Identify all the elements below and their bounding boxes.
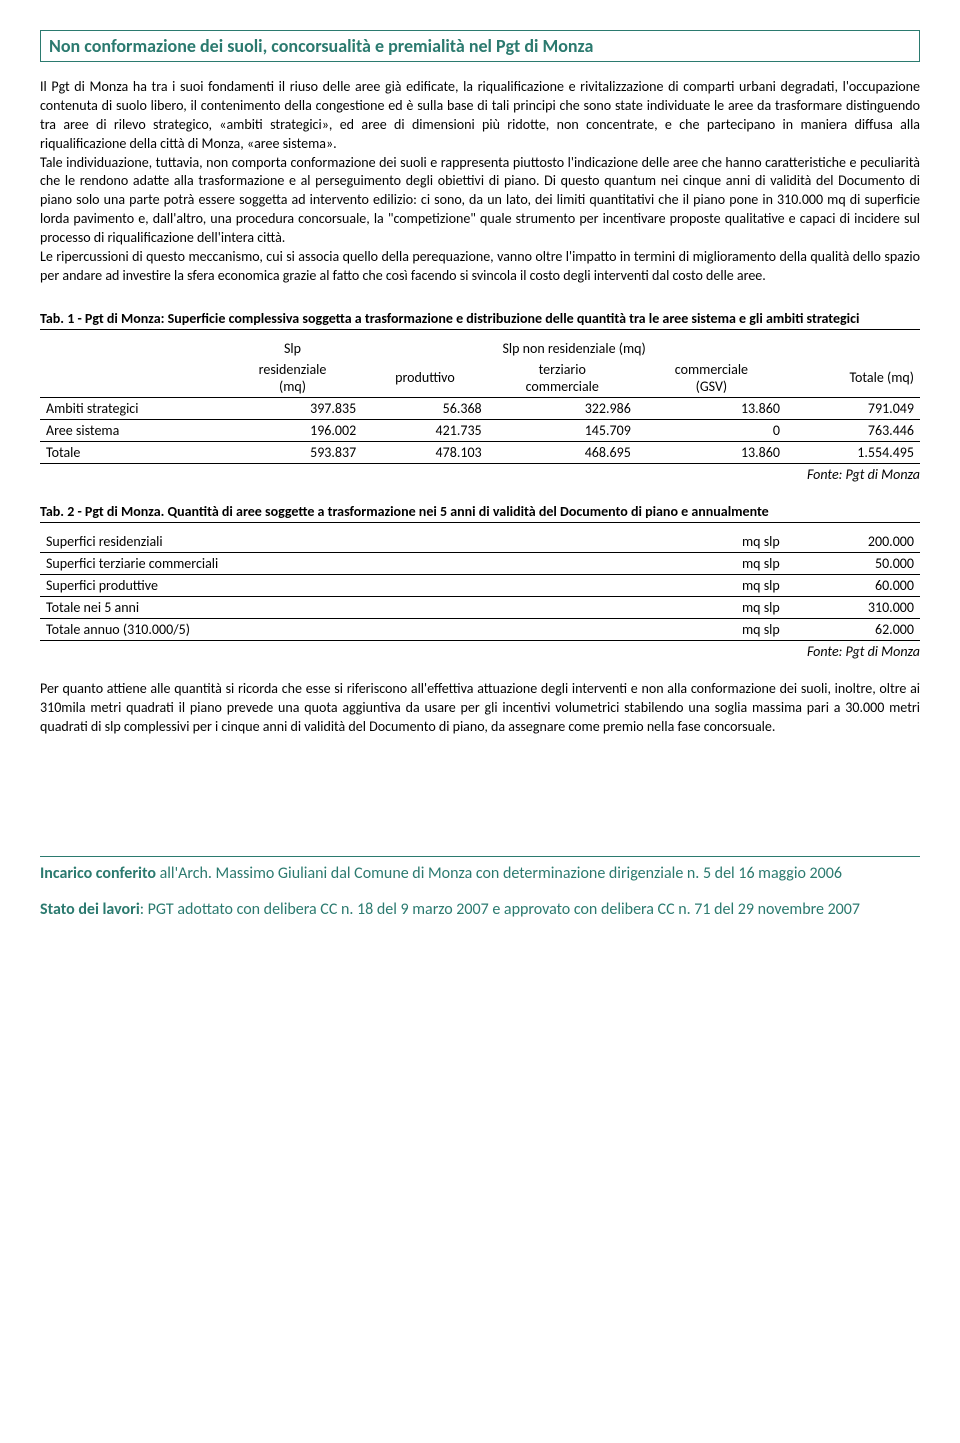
t1-r0-c5: 791.049	[786, 397, 920, 419]
table1-caption: Tab. 1 - Pgt di Monza: Superficie comple…	[40, 310, 920, 330]
t2-r1-label: Superfici terziarie commerciali	[40, 552, 736, 574]
t2-r4-label: Totale annuo (310.000/5)	[40, 618, 736, 640]
table-row: Totale annuo (310.000/5) mq slp 62.000	[40, 618, 920, 640]
body-text: Il Pgt di Monza ha tra i suoi fondamenti…	[40, 78, 920, 286]
t2-r4-val: 62.000	[818, 618, 920, 640]
table2-caption: Tab. 2 - Pgt di Monza. Quantità di aree …	[40, 503, 920, 523]
t1-r1-label: Aree sistema	[40, 419, 223, 441]
body-text-2: Per quanto attiene alle quantità si rico…	[40, 680, 920, 737]
t2-r3-unit: mq slp	[736, 596, 818, 618]
incarico-label: Incarico conferito	[40, 864, 156, 883]
t2-r2-unit: mq slp	[736, 574, 818, 596]
table-2: Superfici residenziali mq slp 200.000 Su…	[40, 531, 920, 641]
t1-r1-c1: 196.002	[223, 419, 362, 441]
t1-r2-label: Totale	[40, 441, 223, 463]
t1-r0-label: Ambiti strategici	[40, 397, 223, 419]
t1-r2-c4: 13.860	[637, 441, 786, 463]
t1-h-nonres: Slp non residenziale (mq)	[362, 338, 786, 359]
t2-r0-val: 200.000	[818, 531, 920, 553]
footer-stato: Stato dei lavori: PGT adottato con delib…	[40, 899, 920, 921]
page-title: Non conformazione dei suoli, concorsuali…	[49, 35, 911, 57]
table-1: Slp Slp non residenziale (mq) residenzia…	[40, 338, 920, 464]
table-row: Totale 593.837 478.103 468.695 13.860 1.…	[40, 441, 920, 463]
t1-r2-c1: 593.837	[223, 441, 362, 463]
footer-incarico: Incarico conferito all'Arch. Massimo Giu…	[40, 863, 920, 885]
table-row: Superfici terziarie commerciali mq slp 5…	[40, 552, 920, 574]
t2-r3-label: Totale nei 5 anni	[40, 596, 736, 618]
paragraph-1: Il Pgt di Monza ha tra i suoi fondamenti…	[40, 78, 920, 152]
t1-r1-c5: 763.446	[786, 419, 920, 441]
table-row: Superfici residenziali mq slp 200.000	[40, 531, 920, 553]
t2-r2-val: 60.000	[818, 574, 920, 596]
t2-r0-unit: mq slp	[736, 531, 818, 553]
t1-r2-c5: 1.554.495	[786, 441, 920, 463]
t1-r0-c2: 56.368	[362, 397, 487, 419]
paragraph-2: Tale individuazione, tuttavia, non compo…	[40, 154, 920, 247]
t1-h-tot: Totale (mq)	[786, 359, 920, 398]
t2-r0-label: Superfici residenziali	[40, 531, 736, 553]
table-row: Superfici produttive mq slp 60.000	[40, 574, 920, 596]
stato-text: : PGT adottato con delibera CC n. 18 del…	[140, 900, 860, 919]
t1-r2-c3: 468.695	[488, 441, 637, 463]
t2-r3-val: 310.000	[818, 596, 920, 618]
t1-r1-c3: 145.709	[488, 419, 637, 441]
t2-r1-val: 50.000	[818, 552, 920, 574]
paragraph-4: Per quanto attiene alle quantità si rico…	[40, 680, 920, 735]
t1-r0-c3: 322.986	[488, 397, 637, 419]
t2-r2-label: Superfici produttive	[40, 574, 736, 596]
table-row: Totale nei 5 anni mq slp 310.000	[40, 596, 920, 618]
stato-label: Stato dei lavori	[40, 900, 140, 919]
table1-source: Fonte: Pgt di Monza	[40, 466, 920, 483]
table2-source: Fonte: Pgt di Monza	[40, 643, 920, 660]
t1-r1-c4: 0	[637, 419, 786, 441]
footer-block: Incarico conferito all'Arch. Massimo Giu…	[40, 856, 920, 920]
t1-r1-c2: 421.735	[362, 419, 487, 441]
incarico-text: all'Arch. Massimo Giuliani dal Comune di…	[156, 864, 842, 883]
t1-r2-c2: 478.103	[362, 441, 487, 463]
table-row: Aree sistema 196.002 421.735 145.709 0 7…	[40, 419, 920, 441]
t1-r0-c1: 397.835	[223, 397, 362, 419]
t1-h-prod: produttivo	[362, 359, 487, 398]
title-box: Non conformazione dei suoli, concorsuali…	[40, 30, 920, 62]
table-row: Ambiti strategici 397.835 56.368 322.986…	[40, 397, 920, 419]
paragraph-3: Le ripercussioni di questo meccanismo, c…	[40, 248, 920, 284]
t1-r0-c4: 13.860	[637, 397, 786, 419]
t2-r1-unit: mq slp	[736, 552, 818, 574]
t2-r4-unit: mq slp	[736, 618, 818, 640]
